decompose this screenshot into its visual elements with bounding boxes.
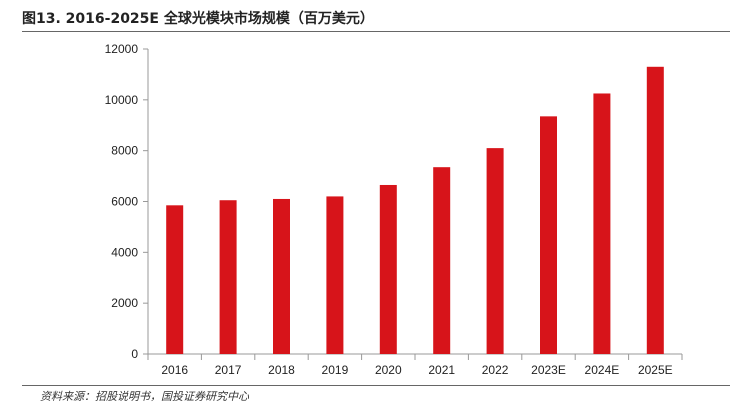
y-axis: 0 2000 4000 6000 8000 10000 12000 (105, 42, 149, 361)
x-tick-label: 2023E (531, 363, 566, 377)
x-tick-label: 2017 (215, 363, 242, 377)
y-tick-label: 12000 (105, 42, 139, 56)
bar-2025E (646, 66, 664, 355)
x-tick-label: 2021 (428, 363, 455, 377)
x-axis: 2016 2017 2018 2019 2020 2021 2022 2023E 2024E 20… (147, 353, 683, 377)
y-tick-label: 0 (131, 347, 138, 361)
chart-title: 图13. 2016-2025E 全球光模块市场规模（百万美元） (22, 11, 374, 27)
x-tick-label: 2022 (482, 363, 509, 377)
bar-2017 (219, 200, 237, 354)
y-tick-label: 6000 (111, 195, 138, 209)
bar-2021 (433, 167, 451, 354)
y-tick-label: 8000 (111, 144, 138, 158)
x-tick-label: 2019 (322, 363, 349, 377)
source-note: 资料来源：招股说明书，国投证券研究中心 (40, 390, 249, 403)
bars (166, 66, 664, 355)
x-tick-label: 2018 (268, 363, 295, 377)
source-divider (22, 385, 730, 386)
y-tick-label: 2000 (111, 296, 138, 310)
bar-2020 (379, 184, 397, 354)
bar-2016 (166, 205, 184, 354)
x-tick-label: 2025E (638, 363, 673, 377)
x-tick-label: 2016 (161, 363, 188, 377)
x-tick-label: 2020 (375, 363, 402, 377)
bar-2024E (593, 93, 611, 355)
x-tick-label: 2024E (585, 363, 620, 377)
bar-2019 (326, 196, 344, 354)
bar-2022 (486, 148, 504, 354)
y-tick-label: 4000 (111, 245, 138, 259)
title-divider (22, 31, 730, 32)
bar-2023E (540, 116, 557, 355)
bar-chart: 0 2000 4000 6000 8000 10000 12000 2016 2017 2018… (105, 42, 683, 377)
bar-2018 (273, 198, 290, 354)
y-tick-label: 10000 (105, 93, 139, 107)
